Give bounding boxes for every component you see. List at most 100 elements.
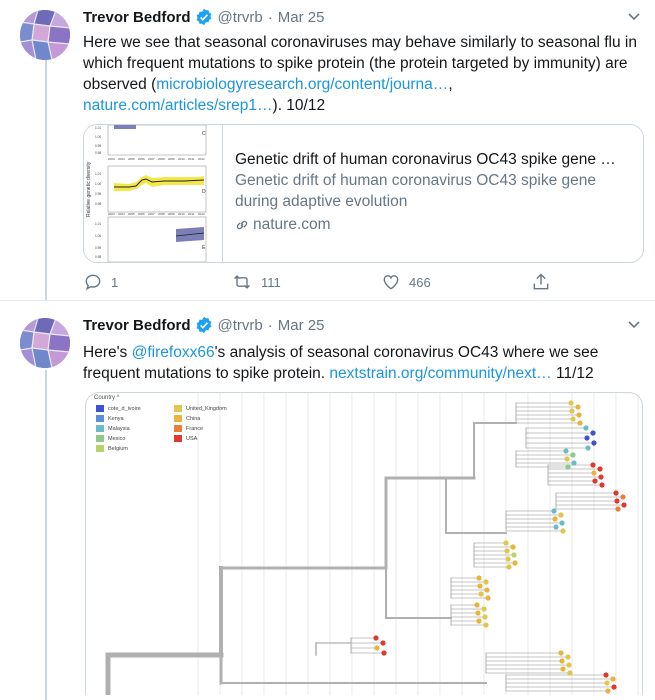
thumb-year-tick: 2012 — [198, 212, 205, 216]
chevron-down-icon[interactable] — [627, 318, 641, 332]
tree-tip — [575, 404, 581, 410]
tweet-header: Trevor Bedford @trvrb · Mar 25 — [83, 8, 324, 26]
reply-icon — [85, 274, 101, 291]
share-icon — [533, 273, 549, 290]
tweet-11[interactable]: Trevor Bedford @trvrb · Mar 25 Here's @f… — [0, 308, 655, 700]
thumb-year-tick: 2010 — [178, 157, 185, 161]
reply-button[interactable]: 1 — [83, 272, 231, 292]
tree-tip — [571, 460, 577, 466]
legend-swatch — [96, 425, 104, 432]
thumb-year-tick: 2007 — [148, 212, 155, 216]
avatar[interactable] — [20, 318, 70, 368]
tree-tip — [605, 688, 611, 694]
tree-tip — [552, 516, 558, 522]
thumb-year-tick: 2003 — [108, 157, 115, 161]
thumb-year-tick: 2007 — [148, 157, 155, 161]
tweet-date[interactable]: Mar 25 — [277, 316, 325, 334]
svg-text:0.98: 0.98 — [95, 151, 101, 155]
tree-tip — [568, 400, 574, 406]
legend-item[interactable]: Kenya — [96, 415, 124, 422]
tree-tip — [478, 591, 484, 597]
legend-swatch — [174, 425, 182, 432]
legend-item[interactable]: China — [174, 415, 200, 422]
tree-tip — [483, 579, 489, 585]
tree-tip — [585, 445, 591, 451]
retweet-button[interactable]: 111 — [231, 272, 381, 292]
thread-line — [45, 370, 47, 700]
svg-text:1.00: 1.00 — [95, 182, 101, 186]
legend-label: United_Kingdom — [186, 405, 227, 412]
tweet-text-part: Here we see that seasonal coronaviruses … — [83, 34, 637, 93]
thumb-year-tick: 2004 — [118, 212, 125, 216]
share-button[interactable] — [531, 272, 551, 292]
tree-tip — [621, 502, 627, 508]
tree-tip — [591, 440, 597, 446]
like-count: 466 — [409, 274, 431, 290]
tree-tip — [483, 622, 489, 628]
chevron-down-icon[interactable] — [627, 10, 641, 24]
thumb-year-tick: 2003 — [108, 212, 115, 216]
tree-tip — [511, 552, 517, 558]
tweet-link[interactable]: nature.com/articles/srep1… — [83, 97, 273, 114]
tree-tip — [613, 490, 619, 496]
author-name[interactable]: Trevor Bedford — [83, 8, 191, 26]
tree-tip — [477, 583, 483, 589]
thumb-year-tick: 2006 — [138, 157, 145, 161]
tree-tip — [481, 606, 487, 612]
verified-badge-icon — [196, 316, 211, 334]
card-title[interactable]: Genetic drift of human coronavirus OC43 … — [235, 151, 616, 168]
phylogeny-image[interactable]: Country ^ cote_d_ivoire Kenya Malaysia Mexi… — [85, 392, 643, 695]
svg-text:0.99: 0.99 — [95, 144, 101, 148]
tree-tip — [615, 506, 621, 512]
thumb-year-tick: 2004 — [118, 157, 125, 161]
tweet-10[interactable]: Trevor Bedford @trvrb · Mar 25 Here we s… — [0, 0, 655, 300]
tree-tip — [559, 658, 565, 664]
legend-label: cote_d_ivoire — [108, 405, 141, 412]
tweet-actions: 1 111 466 — [83, 272, 553, 292]
tree-tip — [592, 478, 598, 484]
legend-item[interactable]: cote_d_ivoire — [96, 405, 141, 412]
card-body[interactable]: Genetic drift of human coronavirus OC43 … — [223, 125, 643, 262]
thumb-year-tick: 2011 — [188, 157, 195, 161]
tree-tip — [583, 425, 589, 431]
thumb-year-tick: 2005 — [128, 212, 135, 216]
svg-text:1.00: 1.00 — [95, 234, 101, 238]
tree-tip — [476, 575, 482, 581]
legend-item[interactable]: Belgium — [96, 445, 128, 452]
tree-tip — [590, 462, 596, 468]
like-button[interactable]: 466 — [381, 272, 531, 292]
tweet-date[interactable]: Mar 25 — [277, 8, 325, 26]
legend-item[interactable]: United_Kingdom — [174, 405, 227, 412]
tree-tip — [611, 684, 617, 690]
author-handle[interactable]: @trvrb — [217, 316, 263, 334]
author-handle[interactable]: @trvrb — [217, 8, 263, 26]
tree-tip — [597, 466, 603, 472]
thumb-ylabel: Relative genetic diversity — [86, 161, 92, 217]
retweet-icon — [233, 275, 251, 289]
tree-tip — [504, 548, 510, 554]
card-thumbnail: Relative genetic diversity 1.01 1.00 0.99 0… — [84, 125, 223, 262]
thumb-year-tick: 2011 — [188, 212, 195, 216]
tree-tip — [564, 456, 570, 462]
author-name[interactable]: Trevor Bedford — [83, 316, 191, 334]
legend-item[interactable]: USA — [174, 435, 197, 442]
tweet-link[interactable]: nextstrain.org/community/next… — [329, 365, 552, 382]
thumb-year-tick: 2009 — [168, 157, 175, 161]
link-card[interactable]: Relative genetic diversity 1.01 1.00 0.99 0… — [83, 124, 644, 263]
tree-tip — [475, 610, 481, 616]
tweet-link[interactable]: microbiologyresearch.org/content/journa… — [156, 76, 449, 93]
tree-tip — [482, 614, 488, 620]
tweet-text-part: 's analysis of seasonal coronavirus OC43… — [83, 344, 599, 382]
avatar[interactable] — [20, 10, 70, 60]
mention-link[interactable]: @firefoxx66 — [131, 344, 215, 361]
legend-item[interactable]: France — [174, 425, 203, 432]
thumb-year-tick: 2008 — [158, 212, 165, 216]
legend-item[interactable]: Mexico — [96, 435, 125, 442]
legend-item[interactable]: Malaysia — [96, 425, 130, 432]
legend-label: France — [186, 425, 204, 432]
tree-tip — [374, 645, 380, 651]
tweet-text-part: ). 10/12 — [272, 97, 326, 114]
legend-swatch — [174, 405, 182, 412]
tree-tip — [570, 416, 576, 422]
tree-tip — [569, 408, 575, 414]
